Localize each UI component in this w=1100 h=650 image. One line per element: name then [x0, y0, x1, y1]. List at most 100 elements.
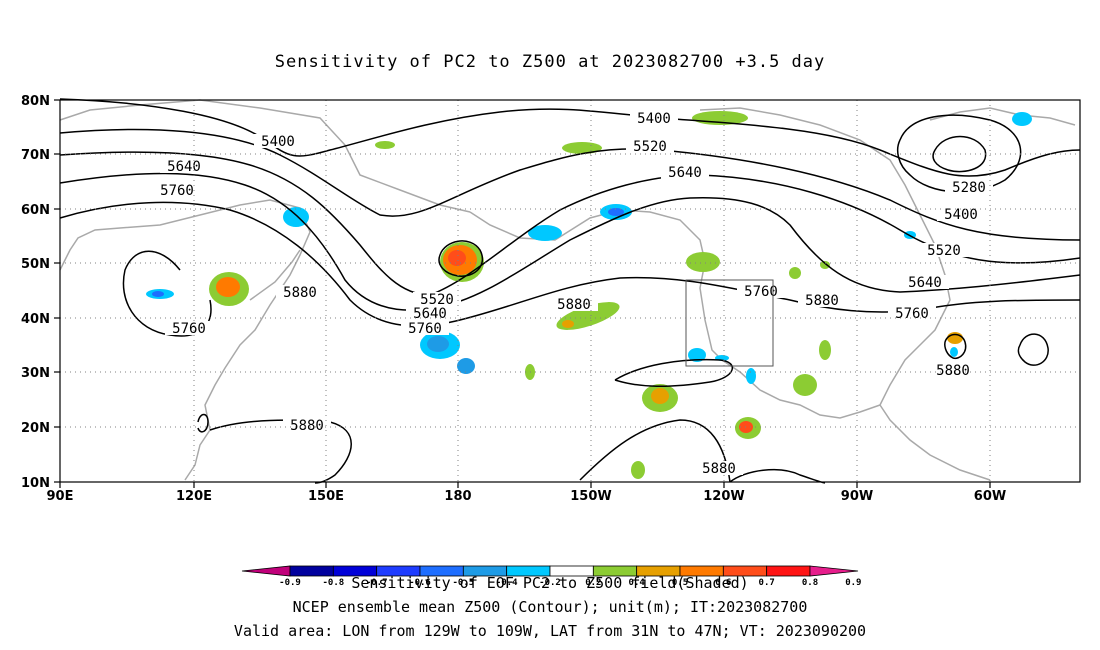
shade-positive — [686, 252, 720, 272]
valid-area-box — [685, 279, 774, 367]
svg-text:5400: 5400 — [261, 134, 295, 150]
shade-positive — [216, 277, 240, 297]
y-axis-labels: 80N 70N 60N 50N 40N 30N 20N 10N — [21, 94, 50, 491]
contour-5880-closed — [614, 358, 733, 387]
colorbar-tick-label: 0.2 — [585, 578, 601, 588]
colorbar-tick-label: -0.2 — [539, 578, 561, 588]
contour-5880-south — [729, 468, 826, 484]
shade-negative — [457, 358, 475, 374]
shade-negative — [688, 348, 706, 362]
svg-text:5880: 5880 — [805, 293, 839, 309]
greenland-coast — [929, 107, 1076, 126]
colorbar-tick-label: 0.6 — [715, 578, 731, 588]
y-tick-label: 60N — [21, 203, 50, 218]
contour-label: 5640 — [406, 306, 454, 322]
colorbar-tick-label: 0.5 — [672, 578, 688, 588]
contour-label: 5880 — [276, 285, 324, 301]
colorbar-swatch — [766, 565, 811, 577]
contour-5280 — [897, 114, 1022, 193]
sensitivity-shading — [146, 111, 1032, 479]
map-border — [59, 99, 1081, 483]
na-west-coast — [469, 209, 881, 419]
contour-5280-inner — [932, 135, 987, 173]
y-tick-label: 30N — [21, 366, 50, 381]
y-tick-label: 10N — [21, 476, 50, 491]
svg-text:5880: 5880 — [557, 297, 591, 313]
contour-label: 5640 — [661, 165, 709, 181]
gridlines — [60, 100, 1080, 482]
x-tick-label: 90W — [841, 489, 873, 504]
contour-5400 — [59, 98, 1081, 177]
colorbar-tick-label: 0.8 — [802, 578, 818, 588]
contour-5880-closed — [197, 413, 209, 433]
shade-negative — [152, 291, 164, 297]
x-tick-label: 150W — [570, 489, 611, 504]
shade-positive — [789, 267, 801, 279]
contour-label: 5400 — [254, 134, 302, 150]
contour-5880-south — [579, 419, 731, 483]
shade-negative — [746, 368, 756, 384]
colorbar-tick-label: -0.7 — [366, 578, 388, 588]
x-tick-label: 60W — [974, 489, 1006, 504]
svg-text:5760: 5760 — [895, 306, 929, 322]
svg-text:5640: 5640 — [413, 306, 447, 322]
y-tick-label: 70N — [21, 148, 50, 163]
contour-label: 5520 — [626, 139, 674, 155]
svg-text:5760: 5760 — [744, 284, 778, 300]
contour-5760 — [59, 172, 1081, 311]
colorbar-tick-label: 0.7 — [759, 578, 775, 588]
shade-positive — [448, 250, 466, 266]
svg-text:5880: 5880 — [283, 285, 317, 301]
shade-positive — [793, 374, 817, 396]
central-america-coast — [879, 404, 991, 481]
shade-negative — [608, 208, 624, 216]
contour-label: 5880 — [550, 297, 598, 313]
shade-negative — [950, 347, 958, 357]
colorbar-tick-label: 0.4 — [629, 578, 646, 588]
svg-text:5760: 5760 — [172, 321, 206, 337]
svg-text:5640: 5640 — [908, 275, 942, 291]
colorbar-swatch — [289, 565, 334, 577]
axis-ticks — [54, 99, 991, 488]
shade-positive — [375, 141, 395, 149]
contour-label: 5880 — [695, 461, 743, 477]
svg-text:5520: 5520 — [633, 139, 667, 155]
svg-text:5640: 5640 — [167, 159, 201, 175]
caption-line-3: Valid area: LON from 129W to 109W, LAT f… — [234, 622, 866, 640]
svg-text:5880: 5880 — [290, 418, 324, 434]
colorbar-right-arrow — [809, 565, 859, 577]
colorbar-tick-label: 0.9 — [845, 578, 861, 588]
svg-text:5520: 5520 — [420, 292, 454, 308]
contour-label: 5400 — [630, 111, 678, 127]
colorbar-left-arrow — [241, 565, 291, 577]
contour-label: 5880 — [798, 293, 846, 309]
contour-label: 5760 — [401, 321, 449, 337]
na-east-coast — [699, 107, 951, 406]
contour-label: 5400 — [937, 207, 985, 223]
svg-text:5280: 5280 — [952, 180, 986, 196]
contour-label: 5520 — [920, 243, 968, 259]
contour-label: 5760 — [737, 284, 785, 300]
caption-line-1: Sensitivity of EOF PC2 to Z500 field(Sha… — [351, 574, 748, 592]
svg-text:5760: 5760 — [408, 321, 442, 337]
colorbar-tick-label: -0.5 — [452, 578, 474, 588]
svg-text:5880: 5880 — [702, 461, 736, 477]
colorbar-tick-label: -0.6 — [409, 578, 431, 588]
contour-label: 5760 — [153, 183, 201, 199]
x-axis-labels: 90E 120E 150E 180 150W 120W 90W 60W — [47, 489, 1007, 504]
map-title: Sensitivity of PC2 to Z500 at 2023082700… — [275, 52, 826, 72]
x-tick-label: 150E — [308, 489, 344, 504]
svg-text:5640: 5640 — [668, 165, 702, 181]
contour-low-closed — [438, 240, 484, 277]
x-tick-label: 90E — [47, 489, 74, 504]
contour-label: 5880 — [283, 418, 331, 434]
contour-5880-closed — [944, 333, 967, 360]
contour-label: 5640 — [160, 159, 208, 175]
contour-label: 5880 — [929, 363, 977, 379]
shade-positive — [651, 388, 669, 404]
caption-line-2: NCEP ensemble mean Z500 (Contour); unit(… — [293, 598, 808, 616]
x-tick-label: 180 — [444, 489, 471, 504]
contour-label: 5280 — [945, 180, 993, 196]
contour-label-group: 5400 5400 5520 5640 5640 5760 5280 5400 … — [153, 111, 993, 477]
svg-text:5880: 5880 — [936, 363, 970, 379]
